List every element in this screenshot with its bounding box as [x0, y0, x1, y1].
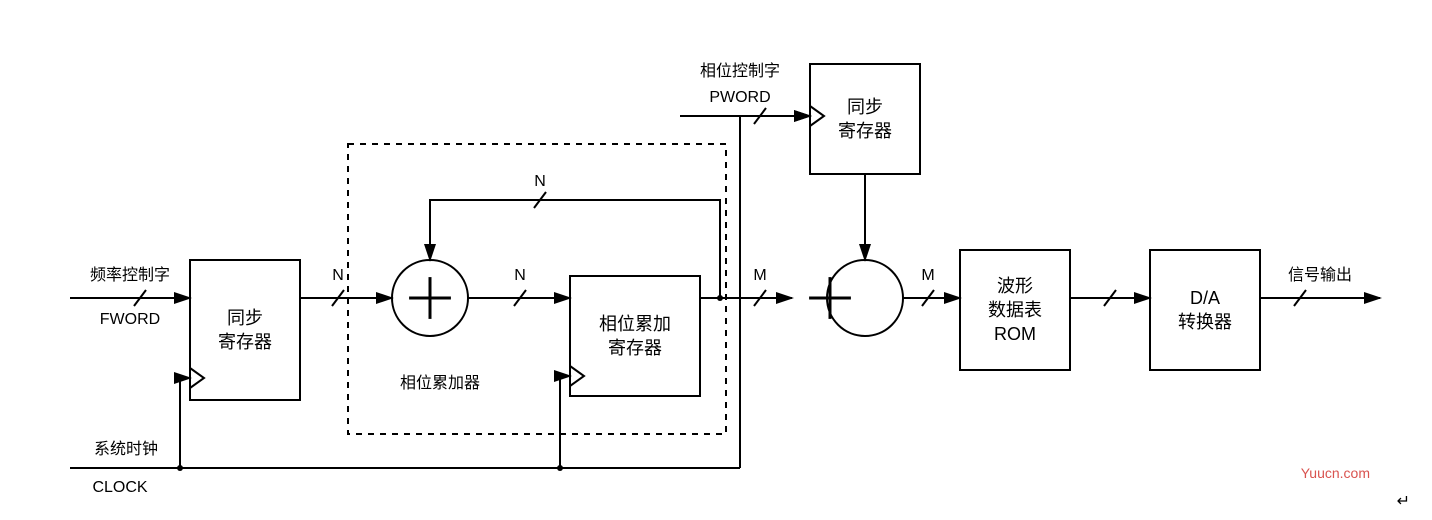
junction [557, 465, 563, 471]
clock-triangle [810, 106, 824, 126]
n-label: N [534, 173, 546, 190]
block-label: ROM [994, 324, 1036, 344]
fword-bottom: FWORD [100, 311, 160, 328]
block-label: D/A [1190, 288, 1220, 308]
block-label: 寄存器 [838, 121, 892, 141]
pword-top: 相位控制字 [700, 62, 780, 80]
block [570, 276, 700, 396]
junction [177, 465, 183, 471]
watermark: Yuucn.com [1301, 465, 1370, 481]
block-label: 波形 [997, 276, 1033, 296]
n-label: N [332, 267, 344, 284]
wire [180, 378, 190, 468]
clock-triangle [570, 366, 584, 386]
block [810, 64, 920, 174]
wire [430, 200, 720, 298]
block-label: 同步 [227, 308, 263, 328]
n-label: N [514, 267, 526, 284]
output-label: 信号输出 [1288, 266, 1352, 284]
block-label: 相位累加 [599, 314, 671, 334]
block [190, 260, 300, 400]
phase-accumulator-label: 相位累加器 [400, 374, 480, 392]
wire [740, 116, 810, 468]
block-label: 寄存器 [608, 338, 662, 358]
block-label: 寄存器 [218, 332, 272, 352]
dds-block-diagram: 同步寄存器相位累加寄存器同步寄存器波形数据表ROMD/A转换器相位累加器频率控制… [0, 0, 1432, 520]
block [1150, 250, 1260, 370]
block-label: 转换器 [1178, 312, 1232, 332]
block-label: 数据表 [988, 300, 1042, 320]
m-label: M [753, 267, 766, 284]
wire [560, 376, 570, 468]
clock-bottom: CLOCK [92, 479, 147, 496]
fword-top: 频率控制字 [90, 266, 170, 284]
pword-bottom: PWORD [709, 89, 770, 106]
clock-top: 系统时钟 [94, 440, 158, 458]
m-label: M [921, 267, 934, 284]
block-label: 同步 [847, 97, 883, 117]
return-mark: ↵ [1397, 493, 1410, 510]
clock-triangle [190, 368, 204, 388]
junction [717, 295, 723, 301]
